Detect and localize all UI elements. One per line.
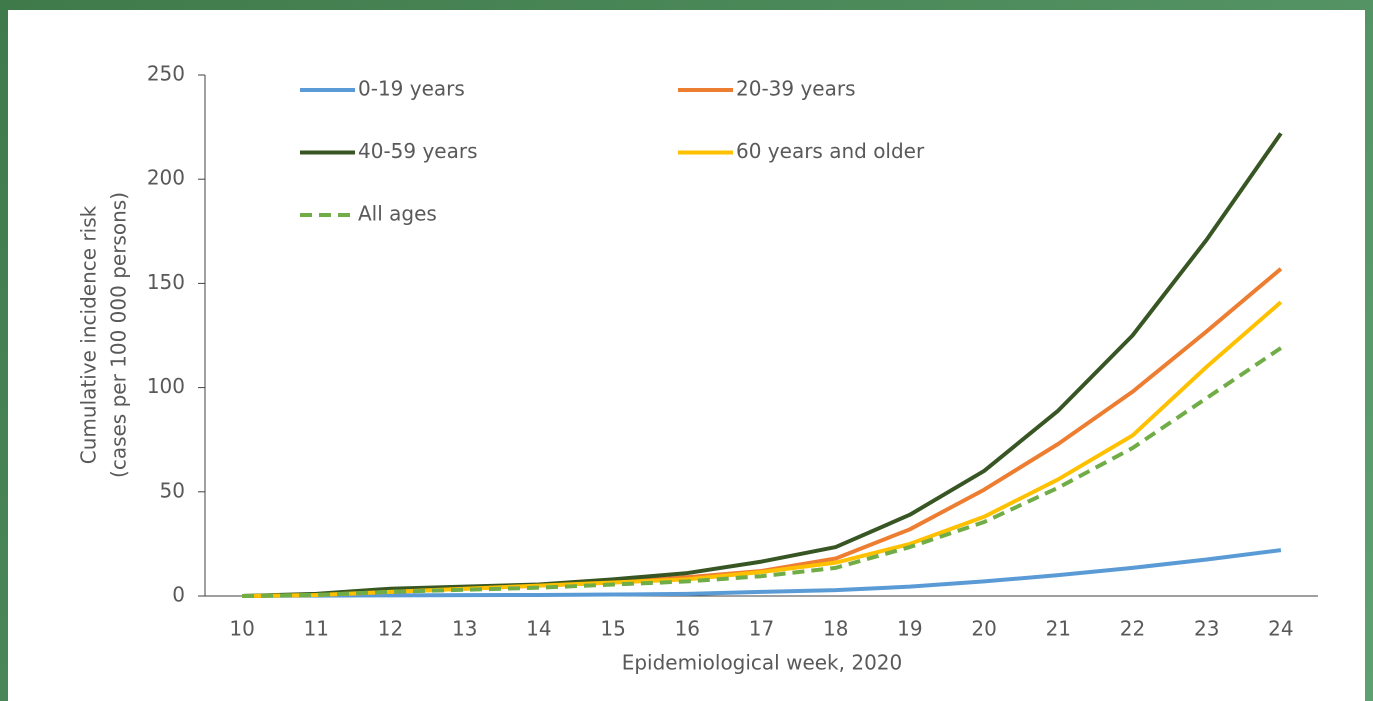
- y-tick-label: 100: [147, 374, 185, 398]
- y-axis-title: (cases per 100 000 persons): [107, 192, 131, 478]
- x-tick-label: 15: [600, 617, 625, 641]
- series-line: [242, 548, 1282, 598]
- panel: [8, 10, 1365, 701]
- x-tick-label: 16: [675, 617, 700, 641]
- x-tick-label: 24: [1268, 617, 1293, 641]
- y-tick-label: 200: [147, 166, 185, 190]
- legend-label: 60 years and older: [736, 139, 925, 163]
- legend-label: All ages: [358, 202, 437, 226]
- series-line: [242, 300, 1283, 598]
- y-tick-label: 150: [147, 270, 185, 294]
- x-tick-label: 21: [1046, 617, 1071, 641]
- series-line: [242, 267, 1283, 598]
- legend-label: 40-59 years: [358, 139, 478, 163]
- y-tick-label: 50: [160, 478, 185, 502]
- series-line: [242, 132, 1283, 598]
- x-tick-label: 13: [452, 617, 477, 641]
- legend-label: 0-19 years: [358, 77, 465, 101]
- y-tick-label: 0: [172, 583, 185, 607]
- x-tick-label: 20: [971, 617, 996, 641]
- x-tick-label: 17: [749, 617, 774, 641]
- x-tick-label: 11: [304, 617, 329, 641]
- y-axis-title: Cumulative incidence risk: [77, 205, 101, 464]
- x-axis-title: Epidemiological week, 2020: [622, 651, 903, 675]
- x-tick-label: 14: [526, 617, 551, 641]
- x-tick-label: 23: [1194, 617, 1219, 641]
- x-tick-label: 19: [897, 617, 922, 641]
- y-tick-label: 250: [147, 62, 185, 86]
- x-tick-label: 10: [229, 617, 254, 641]
- x-tick-label: 18: [823, 617, 848, 641]
- legend-label: 20-39 years: [736, 77, 856, 101]
- series-line: [242, 346, 1283, 598]
- x-tick-label: 12: [378, 617, 403, 641]
- x-tick-label: 22: [1120, 617, 1145, 641]
